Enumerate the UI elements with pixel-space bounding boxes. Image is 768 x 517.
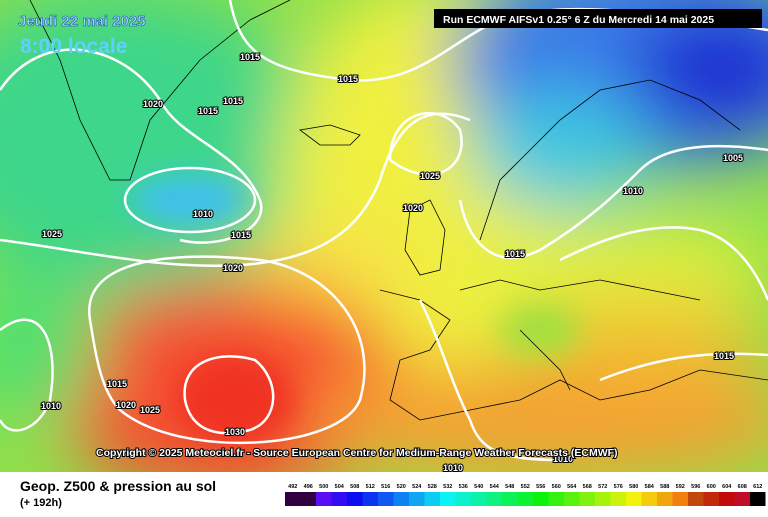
- run-info: Run ECMWF AIFSv1 0.25° 6 Z du Mercredi 1…: [443, 14, 714, 26]
- isobar-label: 1010: [193, 209, 213, 219]
- isobar-label: 1010: [443, 463, 463, 473]
- scale-label: 572: [598, 484, 607, 490]
- scale-label: 500: [319, 484, 328, 490]
- isobar-label: 1010: [41, 401, 61, 411]
- scale-label: 584: [645, 484, 655, 490]
- scale-swatch: [347, 492, 363, 506]
- scale-swatch: [517, 492, 533, 506]
- scale-label: 504: [335, 484, 345, 490]
- scale-swatch: [688, 492, 704, 506]
- isobar-label: 1015: [714, 351, 734, 361]
- scale-swatch: [285, 492, 301, 506]
- field: 1015 1015 1020 1015 1015 1025 1010 1015 1025 1020…: [0, 0, 768, 473]
- scale-swatch: [626, 492, 642, 506]
- scale-label: 556: [536, 484, 545, 490]
- scale-swatch: [548, 492, 564, 506]
- scale-swatch: [579, 492, 595, 506]
- copyright: Copyright © 2025 Meteociel.fr - Source E…: [96, 447, 618, 459]
- isobar-label: 1020: [223, 263, 243, 273]
- scale-label: 592: [676, 484, 685, 490]
- isobar-label: 1015: [107, 379, 127, 389]
- scale-swatch: [300, 492, 316, 506]
- isobar-label: 1020: [403, 203, 423, 213]
- isobar-label: 1020: [143, 99, 163, 109]
- isobar-label: 1015: [240, 52, 260, 62]
- run-box: [434, 9, 762, 28]
- isobar-label: 1025: [420, 171, 440, 181]
- scale-label: 564: [567, 484, 577, 490]
- scale-label: 600: [707, 484, 716, 490]
- scale-label: 524: [412, 484, 422, 490]
- local-time: 8:00 locale: [20, 35, 127, 58]
- coastlines: [29, 0, 768, 421]
- scale-label: 520: [397, 484, 406, 490]
- scale-label: 512: [366, 484, 375, 490]
- scale-swatch: [471, 492, 487, 506]
- scale-label: 560: [552, 484, 561, 490]
- scale-swatch: [424, 492, 440, 506]
- scale-swatch: [486, 492, 502, 506]
- scale-label: 604: [722, 484, 732, 490]
- scale-label: 596: [691, 484, 700, 490]
- scale-swatch: [331, 492, 347, 506]
- scale-swatch: [440, 492, 456, 506]
- scale-swatch: [595, 492, 611, 506]
- scale-label: 576: [614, 484, 623, 490]
- scale-label: 528: [428, 484, 437, 490]
- scale-swatch: [378, 492, 394, 506]
- scale-swatch: [719, 492, 735, 506]
- color-scale: 492 496 500 504 508 512 516 520 524 528 532 536 540 5…: [285, 484, 766, 506]
- scale-swatch: [610, 492, 626, 506]
- isobar-label: 1015: [198, 106, 218, 116]
- footer-title: Geop. Z500 & pression au sol: [20, 478, 216, 494]
- isobar-label: 1015: [231, 230, 251, 240]
- scale-label: 580: [629, 484, 638, 490]
- scale-swatch: [703, 492, 719, 506]
- scale-label: 568: [583, 484, 592, 490]
- scale-label: 612: [753, 484, 762, 490]
- scale-swatch: [362, 492, 378, 506]
- isobar-label: 1015: [338, 74, 358, 84]
- isobar-label: 1005: [723, 153, 743, 163]
- scale-swatch: [564, 492, 580, 506]
- scale-label: 496: [304, 484, 313, 490]
- lead-time: (+ 192h): [20, 497, 62, 509]
- scale-label: 608: [738, 484, 747, 490]
- isobar-label: 1020: [116, 400, 136, 410]
- scale-label: 536: [459, 484, 468, 490]
- scale-swatch: [672, 492, 688, 506]
- isobar-label: 1010: [623, 186, 643, 196]
- isobar-label: 1010: [553, 454, 573, 464]
- scale-label: 508: [350, 484, 359, 490]
- scale-swatch: [409, 492, 425, 506]
- isobar-label: 1025: [42, 229, 62, 239]
- isobar-label: 1030: [225, 427, 245, 437]
- scale-label: 544: [490, 484, 500, 490]
- scale-swatch: [393, 492, 409, 506]
- isobar-label: 1015: [505, 249, 525, 259]
- scale-label: 492: [288, 484, 297, 490]
- scale-swatch: [455, 492, 471, 506]
- scale-swatch: [750, 492, 766, 506]
- date: Jeudi 22 mai 2025: [18, 13, 146, 30]
- scale-swatch: [734, 492, 750, 506]
- scale-swatch: [657, 492, 673, 506]
- scale-swatch: [316, 492, 332, 506]
- isobar-label: 1025: [140, 405, 160, 415]
- scale-swatch: [502, 492, 518, 506]
- isobars: [0, 0, 768, 462]
- isobar-label: 1015: [223, 96, 243, 106]
- scale-label: 540: [474, 484, 483, 490]
- scale-swatch: [641, 492, 657, 506]
- scale-swatch: [533, 492, 549, 506]
- scale-label: 548: [505, 484, 514, 490]
- scale-label: 516: [381, 484, 390, 490]
- scale-label: 532: [443, 484, 452, 490]
- scale-label: 588: [660, 484, 669, 490]
- scale-label: 552: [521, 484, 530, 490]
